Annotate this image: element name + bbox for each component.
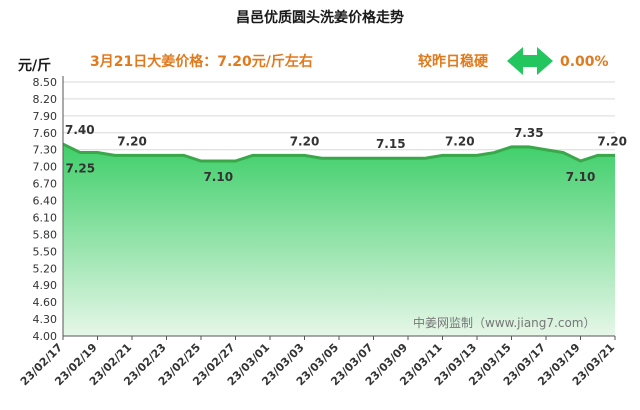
data-label: 7.15 [376, 137, 406, 151]
data-label: 7.20 [117, 134, 147, 148]
data-label: 7.40 [65, 123, 95, 137]
double-arrow-icon [507, 47, 553, 75]
y-tick-label: 8.50 [33, 76, 58, 89]
y-tick-label: 7.90 [33, 110, 58, 123]
change-value: 0.00% [560, 54, 609, 70]
y-tick-label: 5.50 [33, 245, 58, 258]
headline-price: 3月21日大姜价格：7.20元/斤左右 [90, 53, 313, 70]
y-tick-label: 5.20 [33, 262, 58, 275]
data-label: 7.25 [65, 162, 95, 176]
y-tick-label: 6.40 [33, 195, 58, 208]
headline-trend: 较昨日稳硬 [418, 53, 489, 70]
price-area [63, 144, 615, 336]
y-tick-label: 6.70 [33, 178, 58, 191]
y-tick-label: 7.00 [33, 161, 58, 174]
data-label: 7.10 [203, 170, 233, 184]
y-tick-label: 4.60 [33, 296, 58, 309]
y-tick-label: 7.60 [33, 127, 58, 140]
x-axis-ticks: 23/02/1723/02/1923/02/2123/02/2323/02/25… [18, 336, 617, 388]
y-axis-ticks: 8.50 8.20 7.90 7.60 7.30 7.00 6.70 6.40 6.10 5.80… [33, 76, 58, 343]
y-tick-label: 6.10 [33, 211, 58, 224]
data-labels: 7.40 7.25 7.20 7.10 7.20 7.15 7.20 7.35 7.10 7.20 [65, 123, 627, 184]
data-label: 7.20 [597, 134, 627, 148]
data-label: 7.20 [290, 134, 320, 148]
y-tick-label: 8.20 [33, 93, 58, 106]
data-label: 7.20 [445, 134, 475, 148]
data-label: 7.35 [514, 126, 544, 140]
y-tick-label: 4.90 [33, 279, 58, 292]
data-label: 7.10 [566, 170, 596, 184]
unit-label: 元/斤 [18, 57, 51, 74]
y-tick-label: 4.00 [33, 330, 58, 343]
y-tick-label: 5.80 [33, 228, 58, 241]
price-line [62, 142, 615, 163]
y-tick-label: 7.30 [33, 144, 58, 157]
chart-title: 昌邑优质圆头洗姜价格走势 [236, 9, 404, 26]
watermark: 中姜网监制（www.jiang7.com） [413, 315, 595, 330]
y-tick-label: 4.30 [33, 313, 58, 326]
